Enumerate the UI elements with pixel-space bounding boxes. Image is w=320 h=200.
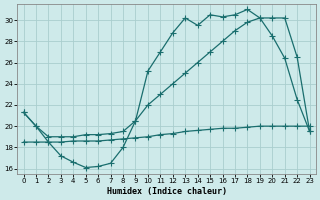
X-axis label: Humidex (Indice chaleur): Humidex (Indice chaleur) <box>107 187 227 196</box>
